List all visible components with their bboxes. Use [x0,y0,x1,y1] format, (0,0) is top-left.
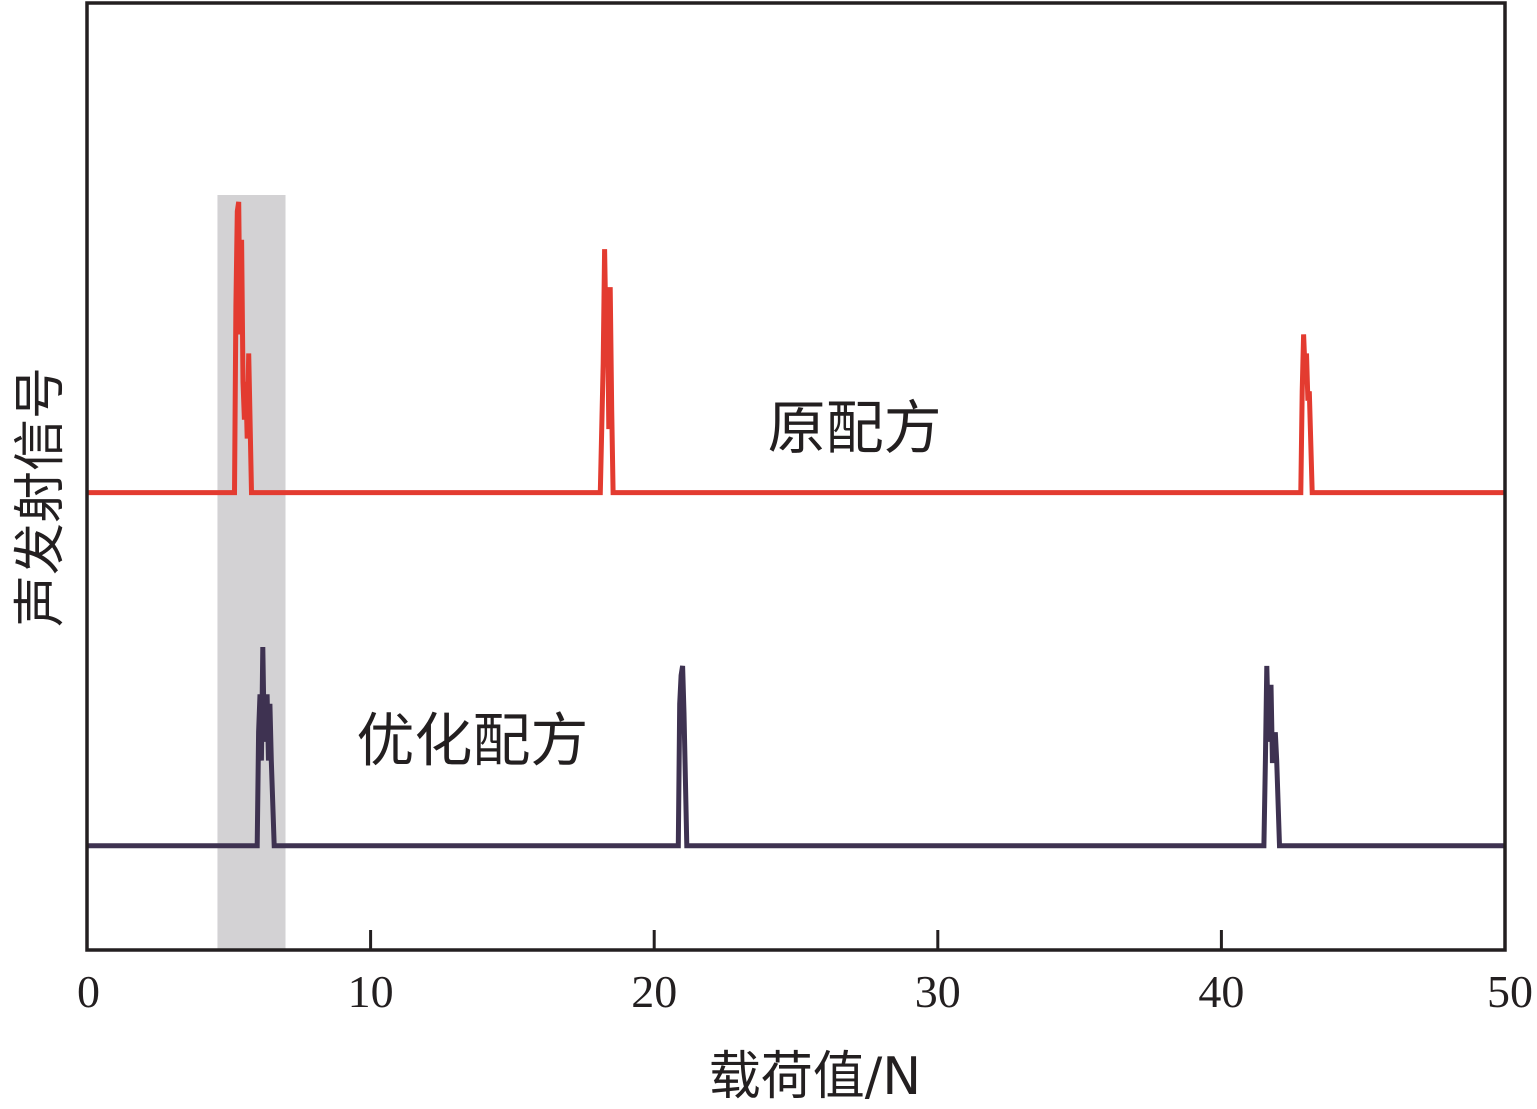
plot-frame [85,1,1507,952]
series-line-2 [87,646,1505,849]
x-axis-title: 载荷值/N [709,1047,921,1107]
x-tick-layer: 0 10 20 30 40 50 [77,930,1533,1017]
series-line-1 [87,201,1505,496]
series-label-1: 原配方 [768,394,942,462]
x-tick-label: 0 [77,966,100,1017]
series-label-2: 优化配方 [356,707,588,775]
x-tick-label: 50 [1487,966,1533,1017]
x-tick-label: 30 [915,966,961,1017]
x-tick-label: 10 [348,966,394,1017]
y-axis-title: 声发射信号 [11,367,71,627]
x-tick-label: 20 [631,966,677,1017]
x-tick-label: 40 [1198,966,1244,1017]
series-layer [87,201,1505,849]
